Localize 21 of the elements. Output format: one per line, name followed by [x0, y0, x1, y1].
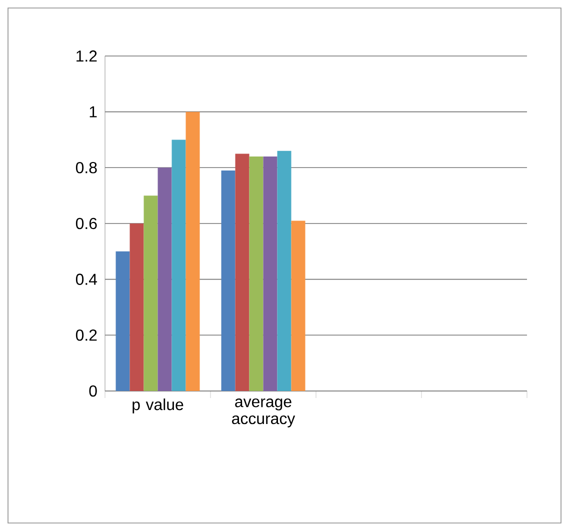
bar — [116, 251, 130, 391]
y-tick-label: 0.6 — [76, 218, 97, 230]
bar — [130, 223, 144, 391]
bar — [221, 170, 236, 391]
y-tick-label: 0.4 — [76, 274, 98, 285]
bar — [186, 112, 200, 391]
y-tick-label: 0.8 — [76, 162, 97, 174]
bar — [172, 140, 186, 391]
y-tick-label: 1 — [90, 106, 97, 118]
bar — [263, 156, 278, 391]
x-tick-label: p value — [132, 398, 184, 414]
y-tick-label: 0 — [89, 385, 97, 397]
bar — [144, 196, 158, 391]
y-tick-label: 1.2 — [76, 50, 97, 62]
x-tick-label: average accuracy — [232, 398, 296, 428]
bar — [277, 150, 292, 391]
bar — [235, 154, 250, 391]
bar — [291, 220, 306, 391]
bar — [249, 156, 264, 391]
bar — [158, 168, 172, 391]
y-tick-label: 0.2 — [76, 330, 97, 341]
